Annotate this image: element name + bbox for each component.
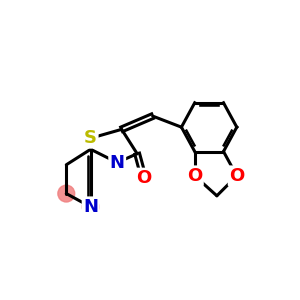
Text: O: O — [229, 167, 244, 185]
Text: O: O — [187, 167, 202, 185]
Text: N: N — [83, 198, 98, 216]
Text: S: S — [84, 129, 97, 147]
Circle shape — [58, 185, 75, 202]
Text: N: N — [110, 154, 125, 172]
Circle shape — [82, 198, 99, 215]
Text: O: O — [136, 169, 152, 187]
